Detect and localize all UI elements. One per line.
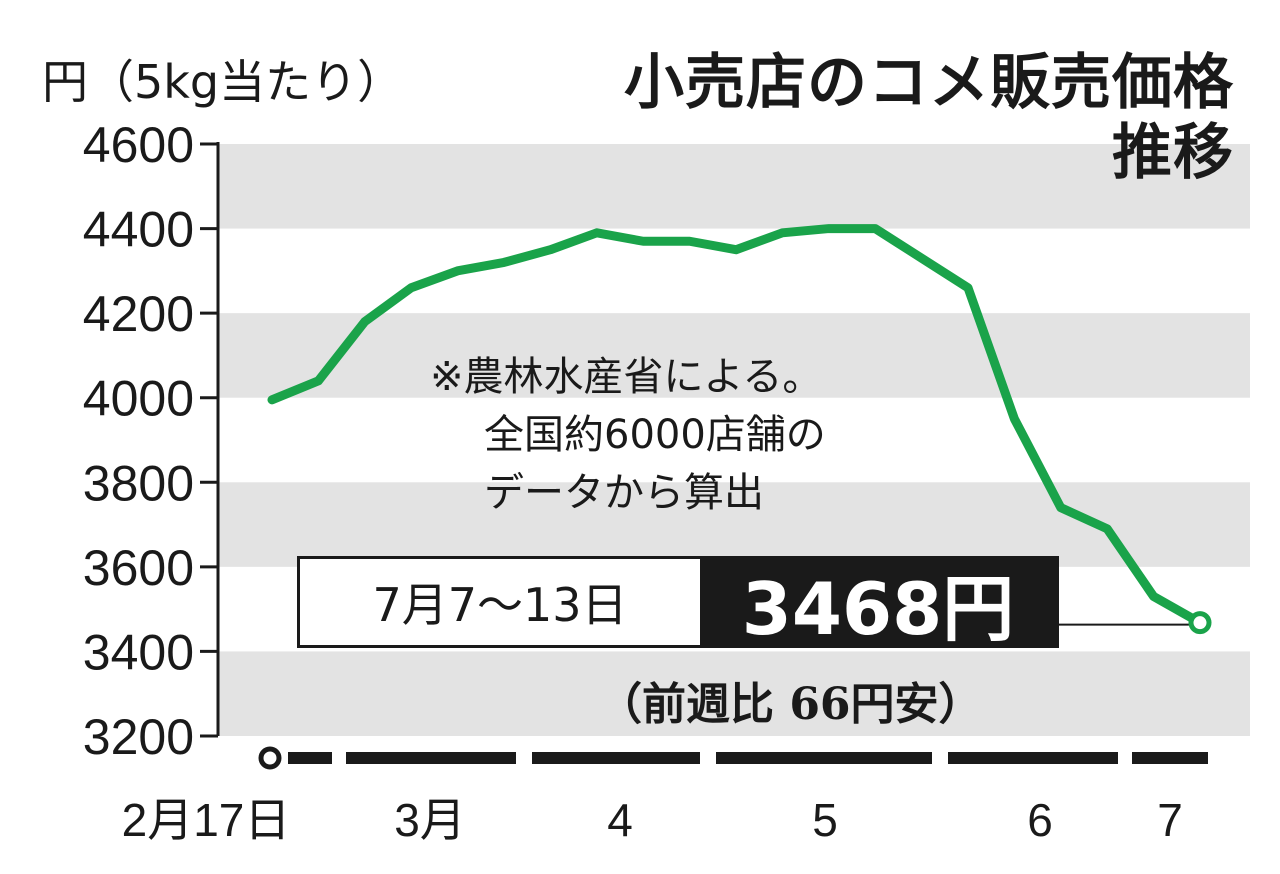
- grid-band: [218, 482, 1250, 567]
- y-tick-label: 4400: [83, 202, 194, 258]
- source-note-line-2: 全国約6000店舗の: [484, 412, 826, 458]
- callout-price: 3468円: [700, 559, 1056, 651]
- x-tick-label: 3月: [394, 794, 466, 846]
- x-tick-label: 4: [607, 794, 633, 846]
- source-note: ※農林水産省による。 全国約6000店舗の データから算出: [430, 348, 826, 522]
- y-tick-label: 3200: [83, 709, 194, 765]
- x-axis-start-marker: [258, 746, 282, 770]
- latest-price-callout: 7月7〜13日 3468円: [297, 556, 1059, 651]
- source-note-line-3: データから算出: [484, 470, 764, 516]
- y-tick-label: 3800: [83, 455, 194, 511]
- y-tick-label: 3400: [83, 624, 194, 680]
- price-series-line: [267, 224, 1205, 628]
- y-tick-label: 4200: [83, 286, 194, 342]
- chart-title-line-1: 小売店のコメ販売価格: [624, 48, 1234, 118]
- grid-band: [218, 144, 1250, 229]
- callout-period: 7月7〜13日: [300, 559, 700, 645]
- x-tick-label: 7: [1157, 794, 1183, 846]
- x-tick-label: 5: [812, 794, 838, 846]
- y-tick-label: 4000: [83, 371, 194, 427]
- chart-title: 小売店のコメ販売価格 推移: [624, 48, 1234, 188]
- callout-weekly-change: （前週比 66円安）: [598, 679, 983, 730]
- chart-title-line-2: 推移: [1112, 118, 1234, 188]
- x-tick-label: 2月17日: [122, 794, 291, 846]
- source-note-line-1: ※農林水産省による。: [430, 354, 823, 400]
- y-tick-label: 3600: [83, 540, 194, 596]
- latest-point-marker: [1188, 611, 1212, 635]
- grid-band: [218, 651, 1250, 736]
- y-axis-unit-label: 円（5kg当たり）: [42, 55, 404, 109]
- y-tick-label: 4600: [83, 117, 194, 173]
- grid-band: [218, 313, 1250, 398]
- x-tick-label: 6: [1027, 794, 1053, 846]
